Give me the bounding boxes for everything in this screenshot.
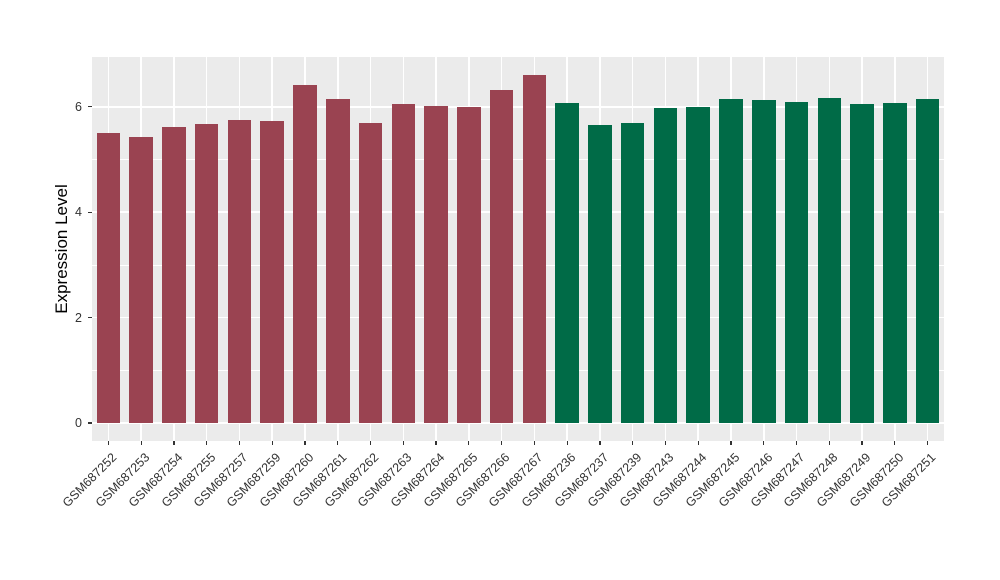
bar-GSM687265 [457, 107, 481, 423]
y-axis-tick [88, 106, 92, 108]
bar-GSM687248 [817, 97, 842, 423]
y-tick-label: 6 [75, 99, 82, 114]
gridline-major-horizontal [92, 316, 944, 319]
x-axis-tick [763, 441, 765, 445]
bar-GSM687262 [358, 122, 383, 423]
x-axis-tick [271, 441, 273, 445]
x-axis-tick [500, 441, 503, 445]
x-axis-tick [402, 441, 404, 445]
x-axis-tick [238, 441, 241, 445]
bar-GSM687263 [391, 103, 416, 423]
gridline-major-horizontal [92, 422, 944, 424]
x-axis-tick [304, 441, 306, 445]
x-axis-tick [533, 441, 536, 445]
x-axis-tick [599, 441, 601, 445]
plot-panel [92, 57, 944, 441]
gridline-minor-horizontal [92, 159, 944, 160]
y-axis-title: Expression Level [52, 184, 71, 314]
x-axis-tick [468, 441, 470, 445]
y-axis-tick [88, 211, 92, 213]
x-tick-label-text: GSM687251 [879, 450, 939, 510]
gridline-major-horizontal [92, 211, 944, 213]
y-tick-label: 0 [75, 415, 82, 430]
bar-GSM687245 [719, 99, 743, 423]
y-tick-label: 2 [75, 310, 82, 325]
bar-GSM687259 [260, 121, 284, 423]
x-axis-tick [795, 441, 798, 445]
bar-GSM687261 [326, 99, 350, 423]
x-axis-tick [664, 441, 667, 445]
bar-GSM687244 [686, 106, 710, 423]
x-axis-tick [173, 441, 175, 445]
x-axis-tick [926, 441, 929, 445]
bar-GSM687266 [489, 89, 514, 423]
x-axis-tick [632, 441, 634, 445]
x-axis-tick [566, 441, 568, 445]
bar-GSM687264 [424, 106, 448, 423]
bar-GSM687246 [752, 100, 776, 423]
y-axis-tick [88, 422, 92, 424]
x-axis-tick [107, 441, 110, 445]
bar-GSM687267 [522, 74, 547, 423]
gridline-minor-horizontal [92, 264, 944, 266]
bar-GSM687252 [96, 133, 121, 423]
x-axis-tick [861, 441, 863, 445]
bar-GSM687249 [850, 104, 874, 423]
bar-GSM687254 [162, 126, 186, 423]
x-axis-tick [828, 441, 830, 445]
x-axis-tick [435, 441, 437, 445]
bar-GSM687253 [129, 136, 153, 423]
x-axis-tick [697, 441, 699, 445]
bar-GSM687251 [915, 99, 940, 423]
bar-GSM687237 [588, 125, 612, 423]
y-axis-tick [88, 316, 92, 319]
bar-GSM687250 [883, 102, 907, 423]
bar-GSM687255 [194, 123, 219, 423]
gridline-major-horizontal [92, 106, 944, 108]
x-axis-tick [337, 441, 339, 445]
x-axis-tick [140, 441, 142, 445]
bar-GSM687260 [293, 85, 317, 423]
y-tick-label: 4 [75, 204, 82, 219]
x-tick-label: GSM687251 [770, 448, 939, 510]
x-axis-tick [206, 441, 208, 445]
bar-GSM687257 [227, 119, 252, 423]
bar-GSM687236 [555, 102, 579, 423]
bar-GSM687247 [784, 101, 809, 423]
x-axis-tick [369, 441, 372, 445]
x-axis-tick [730, 441, 732, 445]
bar-GSM687239 [620, 122, 645, 423]
x-axis-tick [894, 441, 896, 445]
bar-GSM687243 [653, 108, 678, 423]
gridline-minor-horizontal [92, 369, 944, 371]
